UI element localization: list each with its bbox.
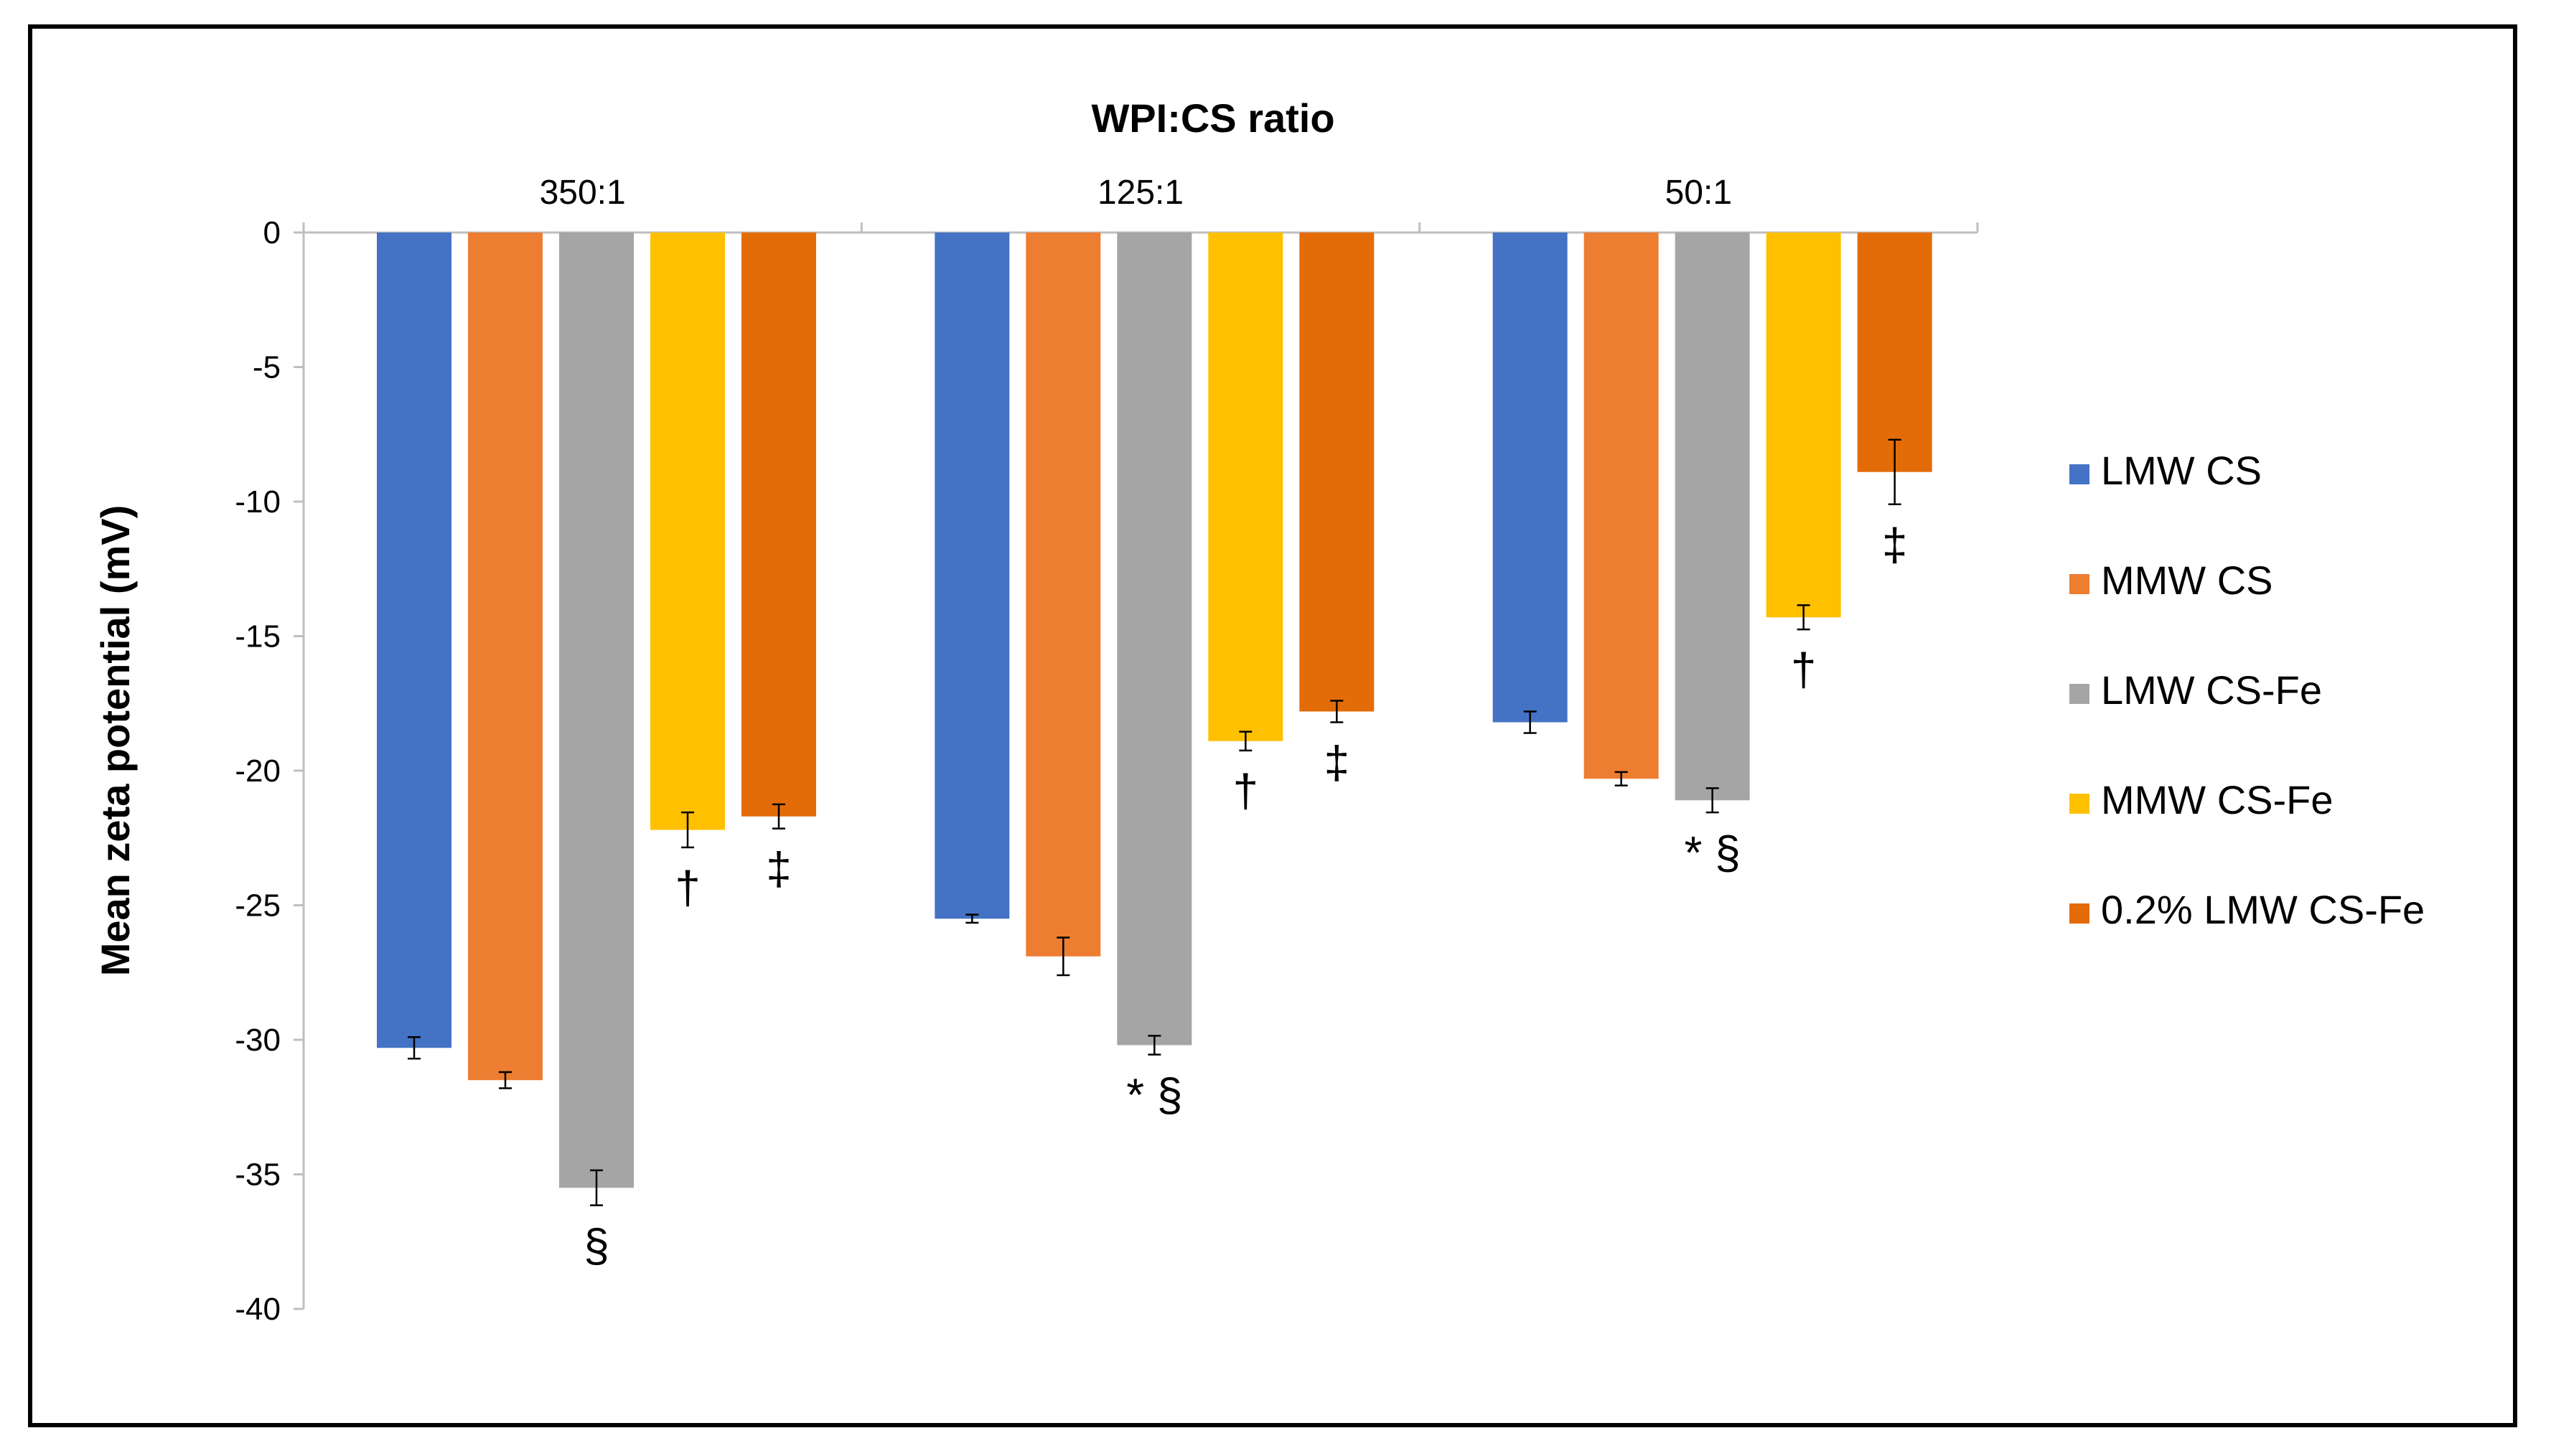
y-tick-label: -35 (235, 1157, 281, 1193)
axes: 0 -5 -10 -15 -20 -25 -30 -35 -40 350:1 125:1 50:1 (235, 174, 1979, 1327)
bar (559, 233, 634, 1188)
significance-mark: § (584, 1220, 609, 1272)
bar (1583, 233, 1659, 779)
legend-swatch (2069, 794, 2089, 814)
chart-frame: WPI:CS ratio Mean zeta potential (mV) 0 -… (28, 24, 2517, 1427)
legend-swatch (2069, 903, 2089, 924)
bar (1299, 233, 1375, 712)
bar (1026, 233, 1101, 957)
category-label: 350:1 (540, 174, 626, 212)
bar (650, 233, 725, 830)
significance-mark: † (1791, 644, 1817, 695)
y-tick-label: -10 (235, 484, 281, 520)
significance-mark: ‡ (766, 843, 792, 895)
y-tick-label: -40 (235, 1292, 281, 1327)
legend-swatch (2069, 464, 2089, 484)
bar (935, 233, 1010, 919)
significance-mark: * § (1685, 827, 1741, 878)
chart-title: WPI:CS ratio (1091, 95, 1334, 141)
legend-label: LMW CS (2101, 448, 2262, 493)
chart: WPI:CS ratio Mean zeta potential (mV) 0 -… (93, 95, 2425, 1327)
significance-mark: ‡ (1882, 519, 1908, 570)
bar (1766, 233, 1841, 618)
y-tick-label: -20 (235, 753, 281, 789)
legend-label: 0.2% LMW CS-Fe (2101, 887, 2425, 932)
y-tick-label: 0 (263, 215, 281, 250)
significance-mark: † (1233, 765, 1259, 817)
legend-swatch (2069, 684, 2089, 704)
y-tick-label: -30 (235, 1023, 281, 1058)
category-label: 125:1 (1097, 174, 1184, 212)
legend-swatch (2069, 574, 2089, 594)
bar (468, 233, 543, 1081)
bar (377, 233, 451, 1048)
bars: § * § * § † † † ‡ ‡ ‡ (377, 233, 1932, 1272)
bar (1675, 233, 1750, 801)
bar (1117, 233, 1192, 1046)
legend-label: MMW CS (2101, 558, 2273, 603)
y-axis-title: Mean zeta potential (mV) (93, 505, 138, 977)
bar (741, 233, 816, 817)
significance-mark: † (675, 862, 701, 913)
bar (1492, 233, 1568, 723)
bar (1208, 233, 1283, 741)
category-label: 50:1 (1665, 174, 1732, 212)
legend: LMW CS MMW CS LMW CS-Fe MMW CS-Fe 0.2% LMW C… (2069, 448, 2425, 932)
y-tick-label: -15 (235, 619, 281, 654)
significance-mark: ‡ (1324, 737, 1350, 789)
legend-label: MMW CS-Fe (2101, 777, 2334, 822)
bar (1857, 233, 1932, 472)
legend-label: LMW CS-Fe (2101, 667, 2322, 713)
significance-mark: * § (1126, 1069, 1182, 1121)
y-tick-label: -5 (253, 350, 281, 385)
y-tick-label: -25 (235, 888, 281, 924)
